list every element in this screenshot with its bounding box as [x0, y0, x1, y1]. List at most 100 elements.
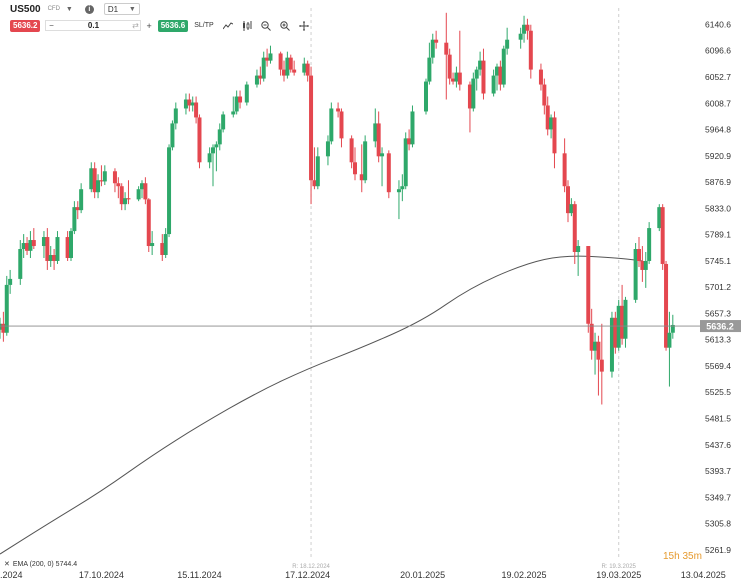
candle-body: [288, 57, 293, 70]
quantity-stepper[interactable]: − 0.1 ⇄: [45, 20, 142, 31]
candle-body: [586, 246, 591, 324]
candle: [589, 308, 594, 360]
candle-body: [309, 75, 314, 181]
candle: [542, 78, 547, 115]
candle: [528, 24, 533, 79]
y-axis-tick-label: 5701.2: [705, 282, 731, 292]
symbol-label[interactable]: US500: [10, 3, 41, 15]
candle-body: [238, 96, 243, 103]
candle: [670, 314, 675, 339]
candle-body: [45, 237, 50, 261]
candle-body: [495, 66, 499, 76]
candle-body: [278, 53, 283, 70]
swap-icon[interactable]: ⇄: [132, 21, 139, 30]
current-price-text: 5636.2: [706, 322, 734, 332]
candle-body: [373, 123, 378, 142]
sell-button[interactable]: 5636.2: [10, 19, 41, 32]
candle-body: [640, 260, 645, 270]
timeframe-select[interactable]: D1 ▼: [103, 3, 140, 15]
candle: [282, 60, 286, 82]
candle-body: [386, 153, 391, 193]
candle: [261, 51, 266, 82]
candle-body: [119, 186, 124, 205]
candle: [207, 147, 212, 169]
line-chart-icon[interactable]: [222, 21, 233, 31]
timer-minutes: 35m: [682, 551, 702, 562]
candle-body: [549, 117, 554, 130]
zoom-in-icon[interactable]: [279, 20, 290, 31]
quantity-input[interactable]: 0.1: [87, 21, 100, 30]
candle-body: [312, 180, 317, 187]
candle: [336, 102, 341, 118]
info-icon[interactable]: i: [84, 4, 94, 14]
candle: [102, 165, 107, 186]
candle: [18, 240, 23, 285]
candle: [214, 141, 219, 172]
candle: [96, 174, 101, 199]
y-axis-tick-label: 5964.8: [705, 125, 731, 135]
candle: [211, 144, 215, 187]
candle-body: [667, 332, 672, 348]
y-axis-tick-label: 5745.1: [705, 256, 731, 266]
candle-body: [481, 60, 486, 94]
y-axis-tick-label: 5393.7: [705, 466, 731, 476]
candle-body: [1, 323, 6, 333]
buy-button[interactable]: 5636.6: [157, 19, 189, 32]
candle: [167, 144, 172, 238]
y-axis-tick-label: 6140.6: [705, 19, 731, 29]
candle: [197, 114, 202, 169]
candle-body: [637, 249, 641, 261]
candle-body: [596, 341, 601, 360]
candle-body: [660, 207, 665, 264]
candle: [244, 81, 249, 106]
candle-body: [545, 105, 550, 130]
candle-body: [620, 305, 625, 339]
candle: [505, 27, 510, 55]
candle: [312, 147, 317, 190]
x-axis-tick-label: 19.03.2025: [596, 570, 641, 580]
candle-body: [75, 207, 80, 211]
candle-body: [146, 199, 151, 247]
candle-body: [522, 24, 527, 34]
candle: [258, 66, 263, 85]
close-icon[interactable]: ✕: [4, 561, 10, 568]
candle-body: [664, 263, 669, 348]
candle: [434, 30, 439, 49]
candle: [403, 132, 408, 190]
ema-legend[interactable]: ✕ EMA (200, 0) 5744.4: [4, 560, 77, 569]
sltp-button[interactable]: SL/TP: [194, 22, 214, 29]
candle-body: [501, 48, 506, 85]
candle: [173, 102, 178, 130]
candle: [660, 204, 665, 270]
candle-body: [55, 237, 60, 261]
candle: [79, 183, 84, 214]
candle: [265, 48, 270, 67]
plus-icon[interactable]: +: [146, 20, 152, 31]
candle-body: [336, 108, 341, 112]
candlestick-icon[interactable]: [242, 20, 252, 31]
candle-body: [491, 75, 496, 94]
candle-body: [403, 138, 408, 187]
candle: [170, 120, 175, 151]
candle-body: [407, 138, 412, 145]
candle: [359, 144, 364, 193]
x-axis-tick-label: 15.11.2024: [177, 570, 221, 580]
candle: [427, 42, 432, 85]
candle: [576, 240, 581, 276]
y-axis-tick-label: 5349.7: [705, 492, 731, 502]
candle: [593, 332, 598, 375]
candle-body: [123, 198, 128, 205]
y-axis-tick-label: 5920.9: [705, 151, 731, 161]
candle-body: [99, 180, 104, 182]
crosshair-icon[interactable]: [298, 20, 309, 31]
candle-body: [427, 57, 432, 82]
y-axis-tick-label: 5569.4: [705, 361, 731, 371]
minus-icon[interactable]: −: [49, 21, 54, 30]
candle: [194, 96, 199, 124]
chevron-down-icon[interactable]: ▼: [65, 5, 73, 13]
candle: [609, 311, 614, 378]
candle: [664, 260, 669, 351]
candle-body: [505, 39, 510, 49]
zoom-out-icon[interactable]: [260, 20, 271, 31]
